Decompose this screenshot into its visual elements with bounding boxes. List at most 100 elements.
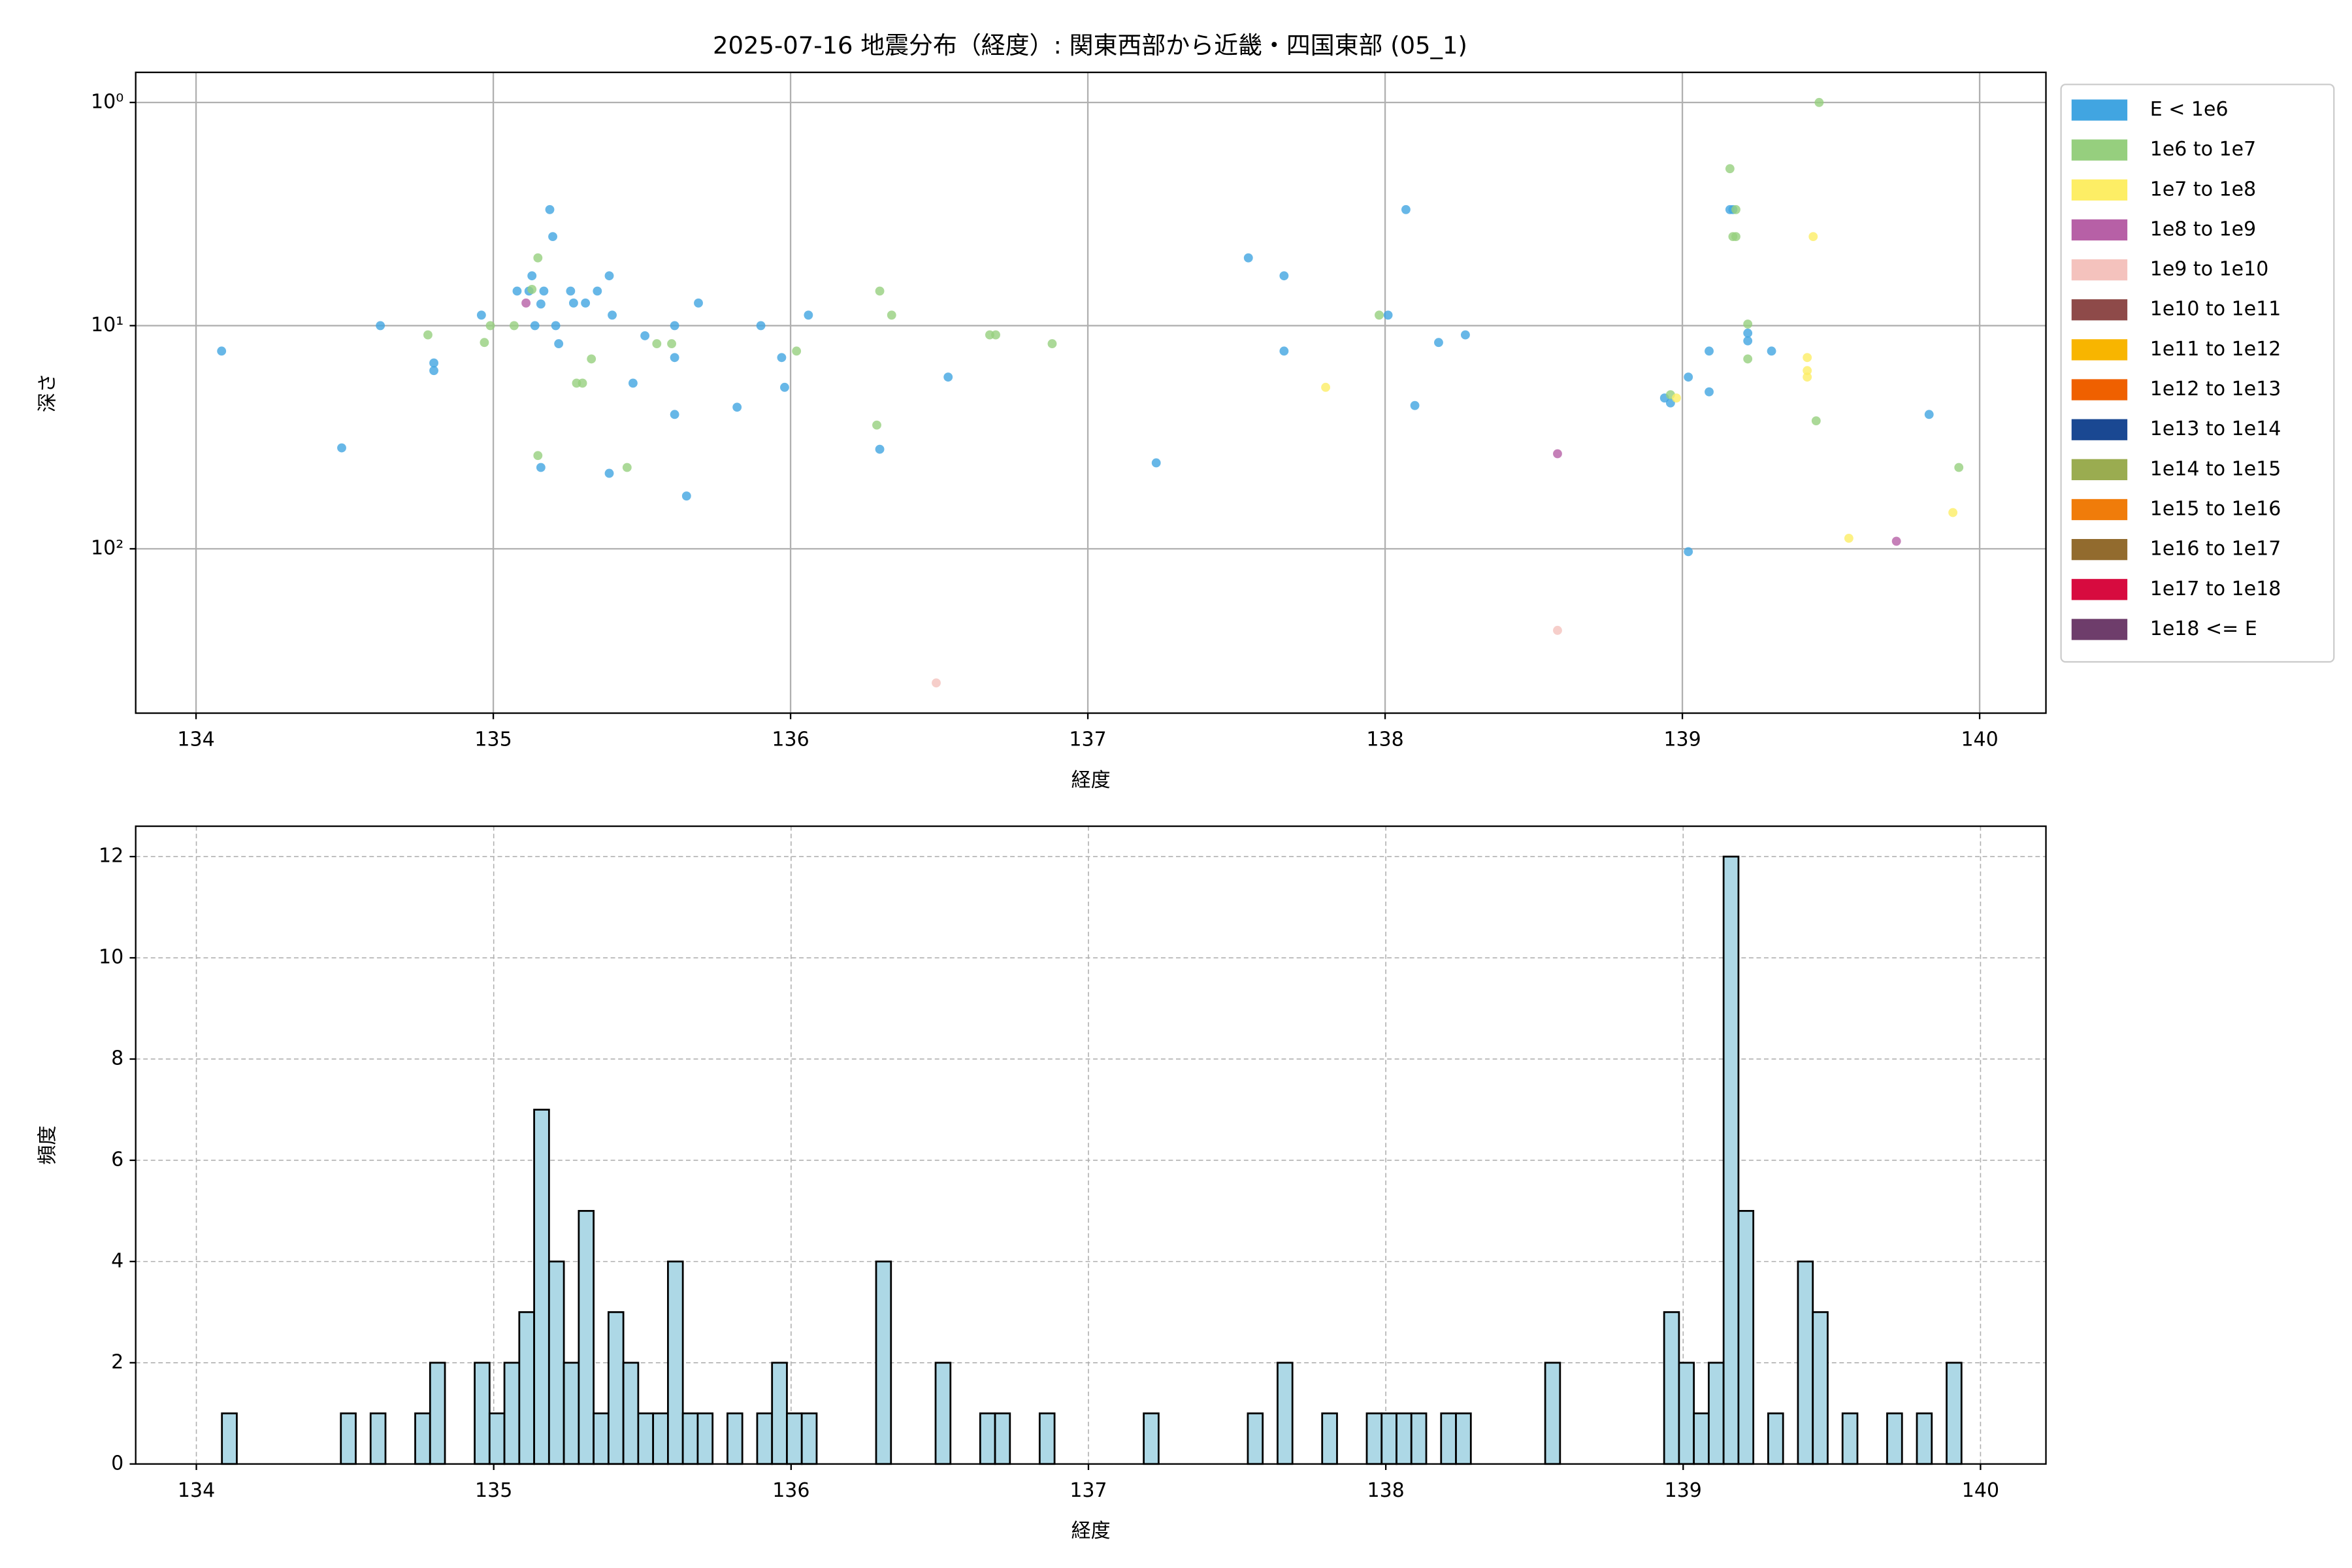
scatter-point	[568, 298, 578, 308]
scatter-point	[872, 420, 881, 430]
legend-swatch	[2071, 179, 2128, 201]
histogram-bar	[1708, 1362, 1725, 1465]
histogram-bar	[1693, 1412, 1710, 1465]
histogram-bar	[875, 1260, 892, 1465]
scatter-point	[1243, 253, 1253, 263]
scatter-point	[554, 339, 564, 349]
histogram-bar	[1277, 1362, 1294, 1465]
scatter-point	[1891, 536, 1901, 546]
y-axis-label: 深さ	[36, 373, 59, 412]
legend-label: 1e11 to 1e12	[2150, 338, 2281, 361]
scatter-point	[521, 298, 531, 308]
scatter-point	[545, 204, 555, 214]
histogram-bar	[934, 1362, 952, 1465]
scatter-point	[539, 286, 549, 296]
scatter-point	[1705, 387, 1714, 397]
histogram-bar	[1886, 1412, 1903, 1465]
histogram-bar	[1916, 1412, 1933, 1465]
legend-swatch	[2071, 299, 2128, 321]
scatter-point	[1553, 449, 1562, 459]
histogram-bar	[1396, 1412, 1413, 1465]
scatter-point	[217, 346, 227, 356]
histogram-bar	[369, 1412, 387, 1465]
legend-label: 1e8 to 1e9	[2150, 218, 2256, 240]
x-tick-label: 135	[474, 728, 512, 751]
scatter-point	[1808, 232, 1818, 242]
histogram-bar	[1544, 1362, 1561, 1465]
scatter-point	[604, 271, 614, 281]
scatter-point	[943, 372, 953, 382]
scatter-point	[578, 378, 587, 388]
scatter-point	[509, 321, 519, 331]
legend-label: 1e7 to 1e8	[2150, 178, 2256, 201]
legend-label: 1e16 to 1e17	[2150, 538, 2281, 561]
y-tick-label: 4	[111, 1249, 123, 1272]
scatter-point	[429, 358, 438, 368]
scatter-point	[1279, 271, 1289, 281]
y-tick-label: 2	[111, 1350, 123, 1373]
y-tick-label: 10	[99, 946, 123, 969]
scatter-point	[1731, 204, 1740, 214]
scatter-point	[337, 443, 346, 453]
scatter-point	[604, 468, 614, 478]
x-tick-label: 138	[1367, 1479, 1404, 1502]
scatter-point	[548, 232, 557, 242]
histogram-bar	[547, 1260, 565, 1465]
plot-frame	[135, 825, 2047, 1465]
scatter-point	[1803, 353, 1812, 363]
legend-swatch	[2071, 259, 2128, 281]
scatter-point	[480, 338, 489, 348]
scatter-point	[1954, 463, 1964, 472]
scatter-point	[887, 310, 896, 320]
scatter-point	[608, 310, 617, 320]
x-axis-label: 経度	[1071, 1520, 1111, 1543]
legend-swatch	[2071, 219, 2128, 241]
scatter-point	[533, 253, 543, 263]
legend-swatch	[2071, 539, 2128, 561]
scatter-point	[694, 298, 703, 308]
scatter-point	[1321, 382, 1330, 392]
scatter-point	[1401, 204, 1411, 214]
scatter-point	[527, 271, 537, 281]
legend-swatch	[2071, 619, 2128, 640]
scatter-point	[1672, 393, 1681, 403]
histogram-bar	[1722, 855, 1740, 1465]
plot-frame	[135, 71, 2047, 714]
histogram-bar	[340, 1412, 357, 1465]
scatter-point	[670, 353, 679, 363]
histogram-bar	[1143, 1412, 1160, 1465]
histogram-bar	[503, 1362, 521, 1465]
scatter-point	[1375, 310, 1384, 320]
histogram-bar	[1946, 1362, 1963, 1465]
scatter-point	[1705, 346, 1714, 356]
scatter-point	[1803, 366, 1812, 376]
scatter-point	[1279, 346, 1289, 356]
scatter-point	[566, 286, 576, 296]
scatter-point	[376, 321, 385, 331]
legend-label: 1e17 to 1e18	[2150, 578, 2281, 600]
histogram-bar	[979, 1412, 996, 1465]
scatter-point	[667, 339, 676, 349]
scatter-point	[1814, 97, 1824, 107]
legend-swatch	[2071, 139, 2128, 161]
legend-box	[2060, 84, 2335, 663]
x-tick-label: 135	[475, 1479, 512, 1502]
histogram-bar	[800, 1412, 818, 1465]
y-tick-label: 10¹	[91, 314, 123, 336]
scatter-point	[1434, 338, 1443, 348]
scatter-point	[652, 339, 662, 349]
legend-swatch	[2071, 379, 2128, 400]
histogram-bar	[1410, 1412, 1428, 1465]
x-tick-label: 137	[1069, 728, 1106, 751]
scatter-point	[1665, 398, 1675, 408]
legend-label: 1e13 to 1e14	[2150, 417, 2281, 440]
scatter-point	[536, 463, 546, 472]
histogram-bar	[1663, 1311, 1680, 1465]
histogram-bar	[563, 1362, 580, 1465]
scatter-point	[991, 330, 1000, 340]
scatter-point	[622, 463, 632, 472]
legend-swatch	[2071, 459, 2128, 480]
legend-swatch	[2071, 498, 2128, 521]
y-tick-label: 8	[111, 1047, 123, 1070]
legend-swatch	[2071, 419, 2128, 440]
